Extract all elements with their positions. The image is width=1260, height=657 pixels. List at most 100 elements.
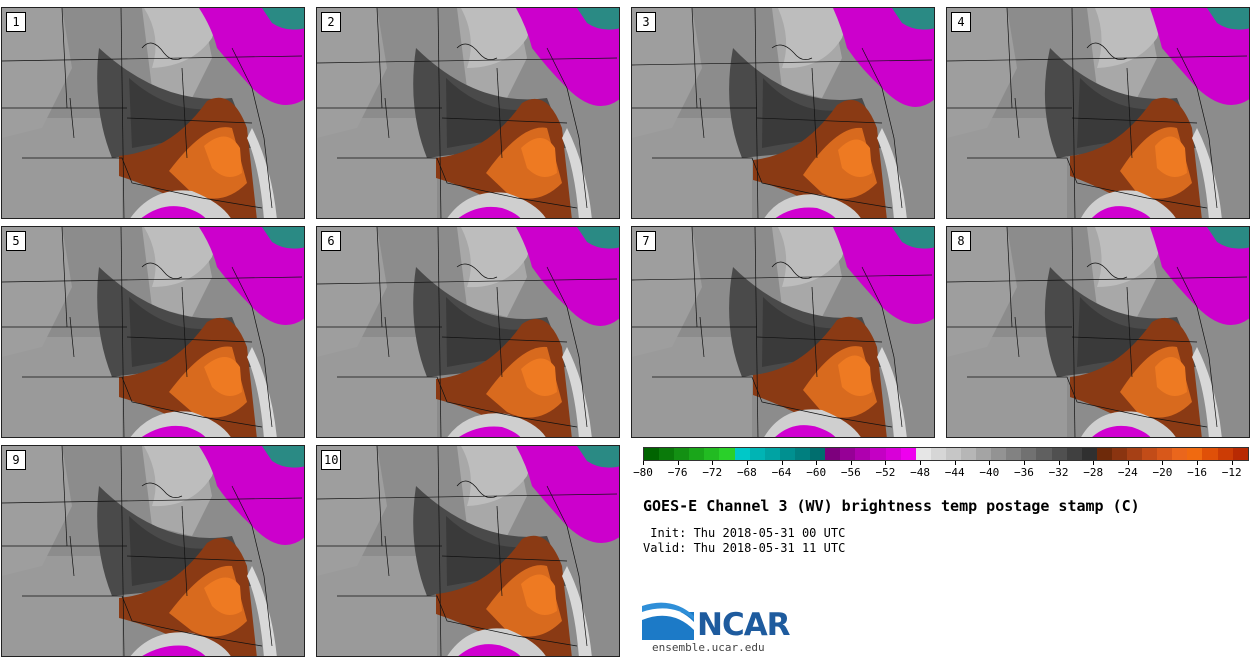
wv-map: [2, 446, 304, 656]
map-panel-1: 1: [1, 7, 305, 219]
panel-number: 4: [951, 12, 971, 32]
colorbar-cell: [689, 448, 705, 460]
colorbar-tickmark: [954, 461, 956, 465]
wv-map: [2, 8, 304, 218]
colorbar-tickmark: [1127, 461, 1129, 465]
wv-map: [947, 227, 1249, 437]
colorbar-cell: [1187, 448, 1203, 460]
colorbar-cell: [1066, 448, 1082, 460]
colorbar-cell: [1142, 448, 1158, 460]
colorbar-cell: [1172, 448, 1188, 460]
wv-map: [632, 8, 934, 218]
colorbar-cell: [915, 448, 931, 460]
colorbar-tickmark: [677, 461, 679, 465]
colorbar-tick-label: −76: [667, 466, 688, 479]
panel-number: 8: [951, 231, 971, 251]
colorbar-cell: [1217, 448, 1233, 460]
colorbar-tickmark: [816, 461, 818, 465]
colorbar-cell: [855, 448, 871, 460]
colorbar-cell: [1127, 448, 1143, 460]
colorbar-tick-label: −60: [806, 466, 827, 479]
colorbar-tick-label: −72: [702, 466, 723, 479]
valid-time: Valid: Thu 2018-05-31 11 UTC: [643, 541, 846, 555]
wv-map: [632, 227, 934, 437]
colorbar-tickmark: [643, 461, 644, 465]
colorbar: [643, 447, 1249, 461]
colorbar-tick-label: −16: [1187, 466, 1207, 479]
map-panel-2: 2: [316, 7, 620, 219]
colorbar-tickmark: [1023, 461, 1025, 465]
colorbar-tickmark: [850, 461, 852, 465]
init-time: Init: Thu 2018-05-31 00 UTC: [643, 526, 846, 540]
panel-number: 10: [321, 450, 342, 470]
wv-map: [2, 227, 304, 437]
panel-number: 3: [636, 12, 656, 32]
colorbar-cell: [674, 448, 690, 460]
colorbar-cell: [1051, 448, 1067, 460]
map-panel-10: 10: [316, 445, 620, 657]
colorbar-cell: [870, 448, 886, 460]
map-panel-9: 9: [1, 445, 305, 657]
logo-url: ensemble.ucar.edu: [652, 641, 765, 654]
wv-map: [317, 446, 619, 656]
colorbar-cell: [960, 448, 977, 460]
wv-map: [317, 227, 619, 437]
colorbar-cell: [991, 448, 1007, 460]
colorbar-cell: [1096, 448, 1112, 460]
colorbar-tickmark: [1162, 461, 1164, 465]
colorbar-cell: [659, 448, 675, 460]
colorbar-tick-label: −20: [1152, 466, 1173, 479]
colorbar-cell: [794, 448, 811, 460]
colorbar-tick-label: −64: [771, 466, 792, 479]
map-panel-4: 4: [946, 7, 1250, 219]
panel-number: 2: [321, 12, 341, 32]
colorbar-cell: [840, 448, 856, 460]
panel-number: 1: [6, 12, 26, 32]
logo-swoosh-light: [642, 607, 694, 630]
colorbar-cell: [930, 448, 946, 460]
wv-map: [947, 8, 1249, 218]
colorbar-tick-label: −44: [944, 466, 965, 479]
colorbar-tickmark: [920, 461, 922, 465]
colorbar-cell: [644, 448, 660, 460]
panel-number: 5: [6, 231, 26, 251]
logo-swoosh-top: [642, 602, 694, 620]
colorbar-tickmark: [989, 461, 991, 465]
colorbar-tick-label: −24: [1117, 466, 1138, 479]
ncar-logo: [642, 602, 694, 640]
colorbar-cell: [900, 448, 916, 460]
map-panel-5: 5: [1, 226, 305, 438]
map-panel-3: 3: [631, 7, 935, 219]
colorbar-cell: [976, 448, 992, 460]
colorbar-tick-label: −48: [910, 466, 930, 479]
plot-title: GOES-E Channel 3 (WV) brightness temp po…: [643, 497, 1140, 515]
colorbar-cell: [810, 448, 826, 460]
map-panel-8: 8: [946, 226, 1250, 438]
colorbar-tick-label: −80: [633, 466, 653, 479]
colorbar-tickmark: [1197, 461, 1199, 465]
colorbar-tick-label: −68: [736, 466, 757, 479]
panel-number: 9: [6, 450, 26, 470]
colorbar-cell: [825, 448, 841, 460]
colorbar-tickmark: [1231, 461, 1233, 465]
colorbar-cell: [764, 448, 780, 460]
colorbar-cell: [1202, 448, 1218, 460]
colorbar-cell: [945, 448, 961, 460]
colorbar-cell: [1232, 448, 1248, 460]
colorbar-cell: [1006, 448, 1022, 460]
colorbar-cell: [734, 448, 750, 460]
panel-number: 7: [636, 231, 656, 251]
colorbar-tick-label: −40: [979, 466, 1000, 479]
colorbar-tick-label: −28: [1083, 466, 1104, 479]
map-panel-7: 7: [631, 226, 935, 438]
wv-map: [317, 8, 619, 218]
colorbar-tickmark: [1058, 461, 1060, 465]
colorbar-cell: [749, 448, 765, 460]
colorbar-tick-label: −12: [1221, 466, 1242, 479]
colorbar-tickmark: [885, 461, 887, 465]
colorbar-cell: [779, 448, 795, 460]
colorbar-ticks: −80 −76 −72 −68 −64 −60 −56 −52 −48 −44 −40 −36 −32 −…: [633, 461, 1249, 481]
colorbar-cell: [1081, 448, 1097, 460]
colorbar-cell: [704, 448, 720, 460]
colorbar-tickmark: [781, 461, 783, 465]
